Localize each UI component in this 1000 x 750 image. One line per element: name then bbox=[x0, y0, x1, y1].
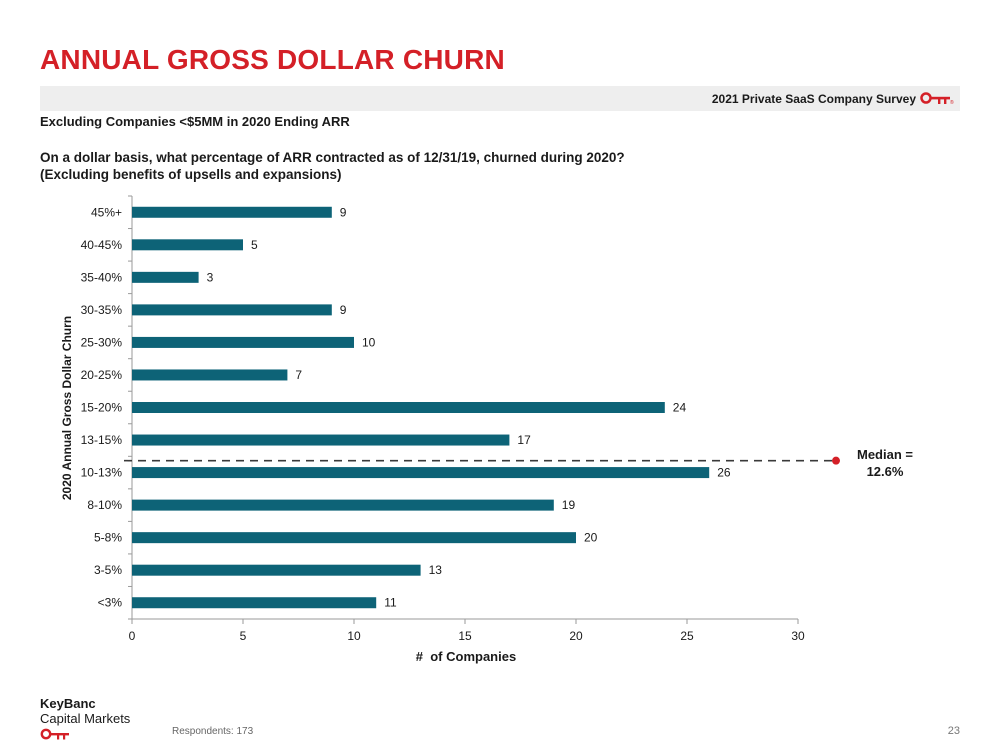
bar-value-label: 24 bbox=[673, 401, 687, 415]
bar-value-label: 17 bbox=[517, 433, 531, 447]
bar bbox=[132, 597, 377, 609]
logo-key-icon bbox=[40, 728, 69, 740]
bar bbox=[132, 271, 199, 283]
x-tick-label: 10 bbox=[347, 629, 361, 643]
logo-name: KeyBanc bbox=[40, 696, 96, 711]
logo-subname: Capital Markets bbox=[40, 711, 131, 726]
bar bbox=[132, 336, 354, 348]
median-label: Median = 12.6% bbox=[843, 446, 927, 480]
survey-banner: 2021 Private SaaS Company Survey ® bbox=[40, 86, 960, 111]
bar-value-label: 13 bbox=[429, 563, 443, 577]
bar-value-label: 26 bbox=[717, 466, 731, 480]
bar bbox=[132, 402, 665, 413]
page-number: 23 bbox=[947, 725, 960, 737]
bar bbox=[132, 467, 710, 479]
svg-text:®: ® bbox=[950, 99, 954, 106]
question-line-1: On a dollar basis, what percentage of AR… bbox=[40, 150, 625, 165]
respondents-note: Respondents: 173 bbox=[172, 726, 254, 737]
survey-label: 2021 Private SaaS Company Survey bbox=[711, 92, 916, 106]
category-label: 30-35% bbox=[81, 303, 123, 317]
y-axis-title: 2020 Annual Gross Dollar Churn bbox=[60, 315, 74, 501]
bar bbox=[132, 304, 332, 316]
category-label: 10-13% bbox=[81, 466, 123, 480]
category-label: 15-20% bbox=[81, 401, 123, 415]
bar bbox=[132, 239, 243, 251]
bar bbox=[132, 564, 421, 576]
chart-subtitle: Excluding Companies <$5MM in 2020 Ending… bbox=[40, 114, 350, 129]
category-label: <3% bbox=[98, 596, 123, 610]
bar-value-label: 3 bbox=[207, 270, 214, 284]
category-label: 45%+ bbox=[91, 205, 122, 219]
category-label: 20-25% bbox=[81, 368, 123, 382]
bar bbox=[132, 206, 332, 218]
x-tick-label: 20 bbox=[569, 629, 583, 643]
bar-value-label: 5 bbox=[251, 238, 258, 252]
bar-value-label: 10 bbox=[362, 335, 376, 349]
survey-question: On a dollar basis, what percentage of AR… bbox=[40, 149, 625, 183]
bar-value-label: 7 bbox=[295, 368, 302, 382]
page-title: ANNUAL GROSS DOLLAR CHURN bbox=[40, 44, 505, 75]
x-tick-label: 15 bbox=[458, 629, 472, 643]
x-tick-label: 30 bbox=[791, 629, 805, 643]
bar bbox=[132, 532, 576, 544]
x-tick-label: 5 bbox=[240, 629, 247, 643]
category-label: 25-30% bbox=[81, 335, 123, 349]
category-label: 35-40% bbox=[81, 270, 123, 284]
bar bbox=[132, 434, 510, 446]
category-label: 5-8% bbox=[94, 531, 122, 545]
bar-value-label: 9 bbox=[340, 205, 347, 219]
x-axis-title: # of Companies bbox=[415, 649, 517, 664]
bar-value-label: 11 bbox=[384, 596, 397, 610]
category-label: 3-5% bbox=[94, 563, 122, 577]
x-tick-label: 25 bbox=[680, 629, 694, 643]
median-marker bbox=[832, 456, 840, 465]
median-label-line-1: Median = bbox=[857, 447, 913, 462]
median-label-line-2: 12.6% bbox=[866, 464, 904, 479]
key-icon: ® bbox=[920, 92, 954, 106]
bar-value-label: 19 bbox=[562, 498, 576, 512]
category-label: 8-10% bbox=[87, 498, 122, 512]
bar-value-label: 20 bbox=[584, 531, 598, 545]
bar bbox=[132, 499, 554, 511]
category-label: 13-15% bbox=[81, 433, 123, 447]
bar-value-label: 9 bbox=[340, 303, 347, 317]
bar bbox=[132, 369, 288, 381]
question-line-2: (Excluding benefits of upsells and expan… bbox=[40, 167, 342, 182]
category-label: 40-45% bbox=[81, 238, 123, 252]
x-tick-label: 0 bbox=[129, 629, 136, 643]
